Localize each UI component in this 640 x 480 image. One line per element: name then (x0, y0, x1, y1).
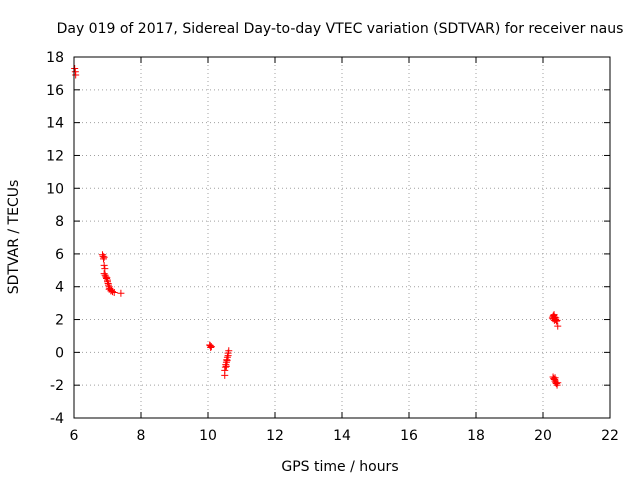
chart-title: Day 019 of 2017, Sidereal Day-to-day VTE… (57, 21, 624, 37)
x-tick-label: 6 (70, 428, 79, 444)
y-tick-label: -4 (50, 411, 64, 427)
data-point (554, 322, 562, 330)
y-tick-label: 18 (46, 50, 64, 66)
x-tick-label: 22 (601, 428, 619, 444)
data-point (100, 261, 108, 269)
x-axis-label: GPS time / hours (281, 459, 398, 475)
x-tick-label: 10 (199, 428, 217, 444)
data-point (101, 265, 109, 273)
y-tick-label: 10 (46, 181, 64, 197)
data-points (71, 64, 562, 389)
data-point (550, 316, 558, 324)
data-point (117, 289, 125, 297)
y-tick-label: 16 (46, 83, 64, 99)
data-point (100, 253, 108, 261)
data-point (549, 315, 557, 323)
data-point (552, 380, 560, 388)
y-tick-label: 14 (46, 116, 64, 132)
y-tick-label: 6 (55, 247, 64, 263)
data-point (221, 366, 229, 374)
x-tick-label: 8 (137, 428, 146, 444)
data-point (225, 347, 233, 355)
data-point (223, 357, 231, 365)
data-point (207, 343, 215, 351)
data-point (71, 64, 79, 72)
data-point (107, 287, 115, 295)
data-point (100, 270, 108, 278)
y-tick-label: 2 (55, 313, 64, 329)
data-point (109, 288, 117, 296)
data-point (207, 343, 215, 351)
data-point (222, 362, 230, 370)
x-tick-label: 16 (400, 428, 418, 444)
data-point (554, 379, 562, 387)
data-point (99, 255, 107, 263)
data-point (551, 374, 559, 382)
x-tick-label: 20 (534, 428, 552, 444)
data-point (105, 281, 113, 289)
data-point (550, 375, 558, 383)
y-tick-label: 0 (55, 345, 64, 361)
grid (74, 57, 610, 418)
data-point (104, 278, 111, 286)
y-tick-label: 8 (55, 214, 64, 230)
y-tick-label: 4 (55, 280, 64, 296)
data-point (102, 273, 110, 281)
data-point (110, 288, 118, 296)
y-axis-label: SDTVAR / TECUs (6, 180, 22, 295)
y-axis: -4 -2 0 2 4 6 8 10 12 14 16 18 (46, 50, 610, 427)
x-tick-label: 12 (266, 428, 284, 444)
data-point (72, 71, 80, 79)
x-tick-label: 14 (333, 428, 351, 444)
y-tick-label: -2 (50, 378, 64, 394)
x-axis: 6 8 10 12 14 16 18 20 22 (70, 57, 619, 444)
x-tick-label: 18 (467, 428, 485, 444)
y-tick-label: 12 (46, 148, 64, 164)
